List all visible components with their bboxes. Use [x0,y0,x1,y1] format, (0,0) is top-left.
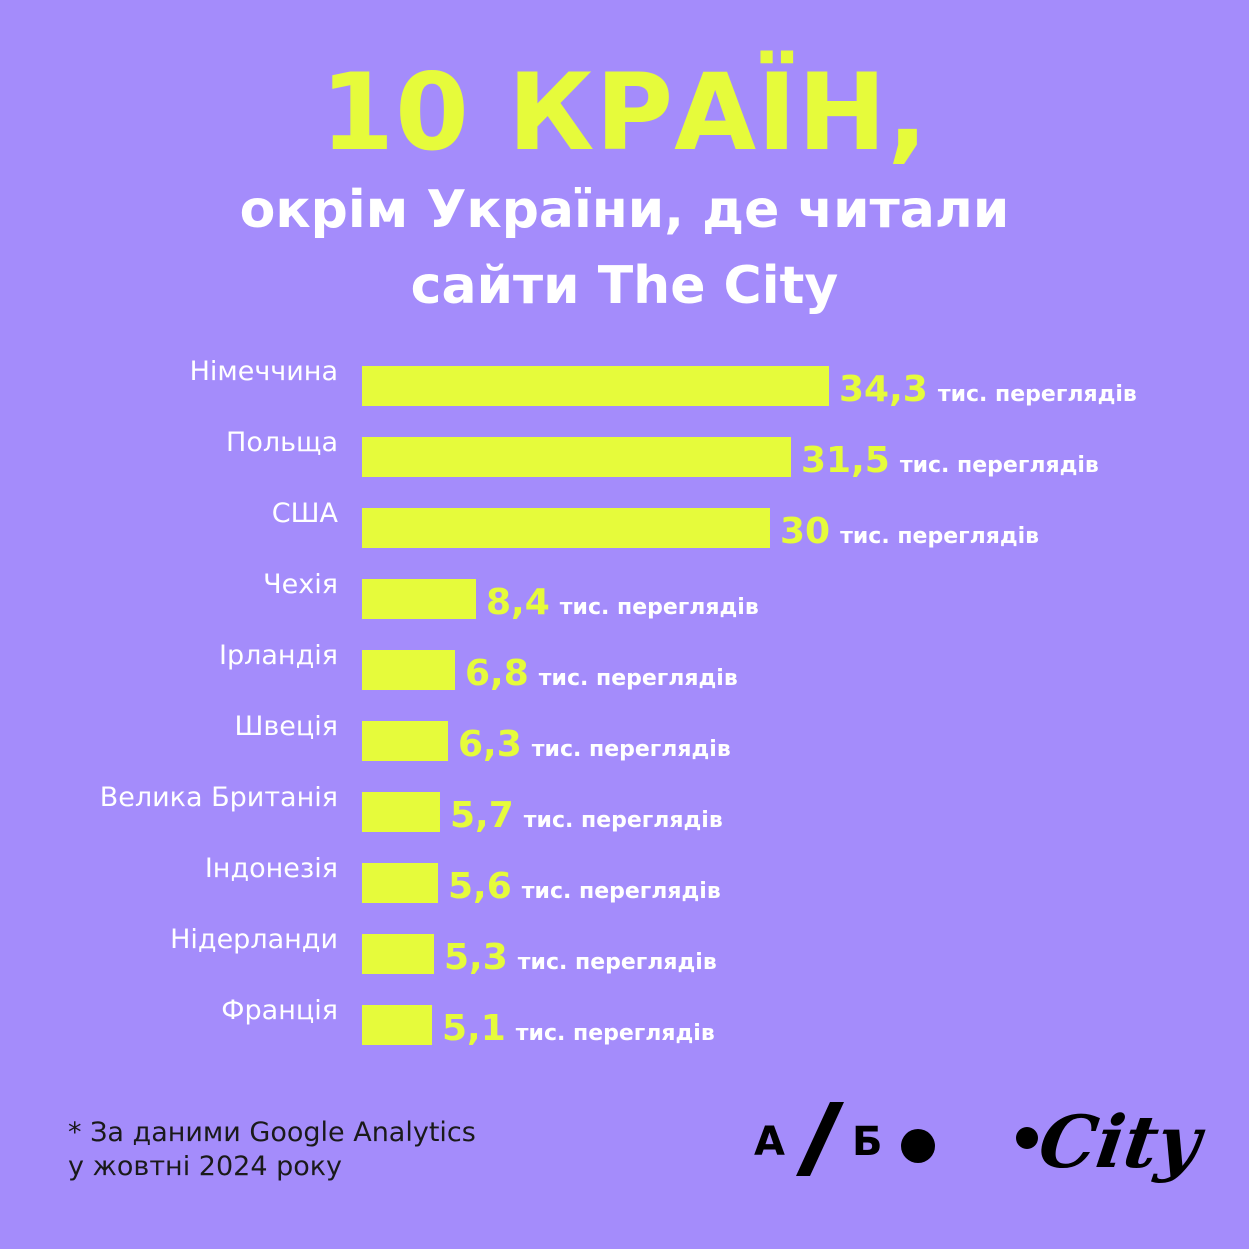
bar-value-unit: тис. переглядів [523,808,723,833]
bar-value-label: 34,3 тис. переглядів [839,368,1137,412]
bar [362,579,476,619]
bar [362,437,791,477]
bar-value-label: 31,5 тис. переглядів [801,439,1099,483]
subtitle-line-1: окрім України, де читали [239,180,1010,240]
bar-value-number: 30 [780,511,831,552]
bar-value-number: 34,3 [839,369,928,410]
bar-row: Ірландія 6,8 тис. переглядів [0,624,1249,694]
bar [362,1005,432,1045]
country-label: Велика Британія [99,782,338,813]
city-logo-dot [1016,1127,1038,1149]
bar [362,366,829,406]
city-logo-text: City [1034,1099,1206,1184]
page-title: 10 КРАЇН, [320,51,929,174]
bar-value-number: 5,6 [448,866,512,907]
bar-value-unit: тис. переглядів [515,1021,715,1046]
bar-value-number: 5,7 [450,795,514,836]
city-logo: City [1010,1090,1206,1200]
bar-row: Швеція 6,3 тис. переглядів [0,695,1249,765]
bar-value-label: 8,4 тис. переглядів [486,581,759,625]
bar-row: Німеччина 34,3 тис. переглядів [0,340,1249,410]
bar-row: Велика Британія 5,7 тис. переглядів [0,766,1249,836]
bar-value-number: 5,3 [444,937,508,978]
bar-value-label: 5,1 тис. переглядів [442,1007,715,1051]
country-label: Польща [226,427,338,458]
country-label: Індонезія [204,853,338,884]
ab-logo: А Б [750,1098,950,1178]
bar [362,934,434,974]
bar-value-label: 5,6 тис. переглядів [448,865,721,909]
bar-value-number: 5,1 [442,1008,506,1049]
country-label: США [271,498,338,529]
subtitle-line-2: сайти The City [410,256,839,316]
bar-value-unit: тис. переглядів [559,595,759,620]
ab-logo-letter-b: Б [852,1119,883,1165]
ab-logo-letter-a: А [754,1119,785,1165]
bar [362,721,448,761]
country-label: Нідерланди [170,924,338,955]
bar-value-unit: тис. переглядів [517,950,717,975]
bar-value-unit: тис. переглядів [521,879,721,904]
country-label: Швеція [234,711,338,742]
source-note-line-1: * За даними Google Analytics [68,1117,476,1148]
bar [362,650,455,690]
bar-value-label: 30 тис. переглядів [780,510,1039,554]
source-note: * За даними Google Analytics у жовтні 20… [68,1116,476,1184]
country-label: Ірландія [219,640,338,671]
ab-logo-dot [901,1129,935,1163]
bar-row: Польща 31,5 тис. переглядів [0,411,1249,481]
country-label: Чехія [263,569,338,600]
bar-value-unit: тис. переглядів [899,453,1099,478]
page-subtitle: окрім України, де читали сайти The City [0,172,1249,324]
bar-chart: Німеччина 34,3 тис. переглядів Польща 31,5 ти… [0,340,1249,1070]
bar-value-number: 6,8 [465,653,529,694]
bar-value-label: 6,3 тис. переглядів [458,723,731,767]
bar [362,792,440,832]
bar-row: Нідерланди 5,3 тис. переглядів [0,908,1249,978]
bar [362,508,770,548]
bar-row: Франція 5,1 тис. переглядів [0,979,1249,1049]
bar-row: Індонезія 5,6 тис. переглядів [0,837,1249,907]
bar-value-unit: тис. переглядів [538,666,738,691]
bar [362,863,438,903]
country-label: Франція [221,995,338,1026]
bar-value-unit: тис. переглядів [937,382,1137,407]
source-note-line-2: у жовтні 2024 року [68,1151,343,1182]
bar-value-number: 31,5 [801,440,890,481]
bar-row: США 30 тис. переглядів [0,482,1249,552]
bar-value-label: 5,3 тис. переглядів [444,936,717,980]
bar-row: Чехія 8,4 тис. переглядів [0,553,1249,623]
bar-value-label: 6,8 тис. переглядів [465,652,738,696]
bar-value-number: 6,3 [458,724,522,765]
bar-value-unit: тис. переглядів [531,737,731,762]
ab-logo-slash [796,1102,844,1176]
bar-value-number: 8,4 [486,582,550,623]
country-label: Німеччина [189,356,338,387]
bar-value-label: 5,7 тис. переглядів [450,794,723,838]
bar-value-unit: тис. переглядів [840,524,1040,549]
